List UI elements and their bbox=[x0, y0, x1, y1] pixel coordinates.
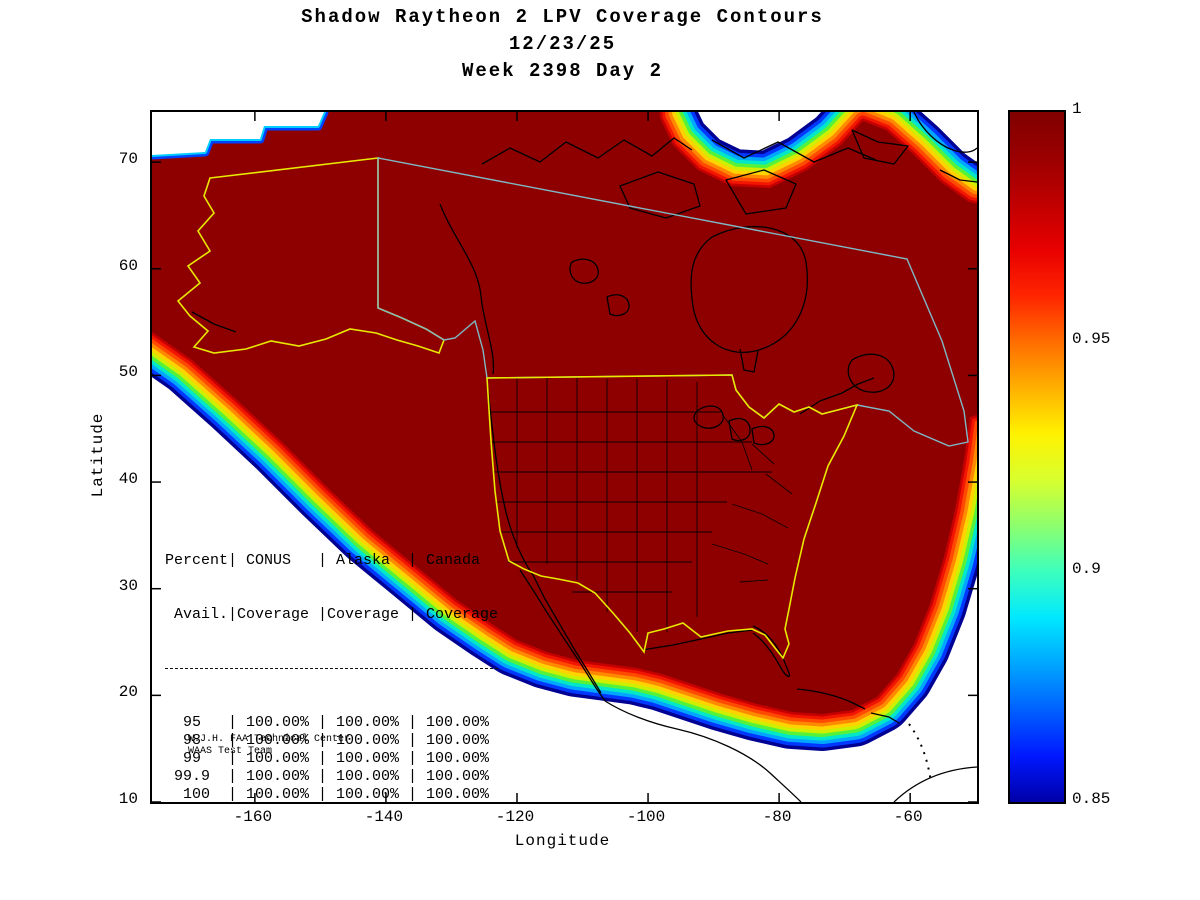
state-border bbox=[711, 543, 769, 565]
axis-tick-marks bbox=[152, 112, 977, 802]
coastline bbox=[191, 311, 237, 333]
coastline bbox=[641, 629, 754, 651]
title-line-3: Week 2398 Day 2 bbox=[461, 60, 664, 82]
coastline bbox=[619, 171, 701, 219]
y-tick-label: 50 bbox=[118, 363, 138, 382]
coastline bbox=[693, 405, 724, 429]
x-axis-label: Longitude bbox=[514, 832, 611, 850]
coverage-table-header-2: Avail.|Coverage |Coverage | Coverage bbox=[165, 606, 499, 623]
coastline bbox=[725, 169, 797, 215]
coverage-map-svg bbox=[152, 112, 977, 802]
island-chain-dotted bbox=[908, 723, 932, 784]
coverage-table-separator bbox=[165, 660, 499, 678]
coastline bbox=[752, 625, 791, 678]
coastline bbox=[851, 129, 909, 165]
colorbar-tick-label: 0.85 bbox=[1072, 790, 1111, 808]
coastline bbox=[796, 688, 866, 710]
coverage-table-row: 100 | 100.00% | 100.00% | 100.00% bbox=[165, 786, 490, 803]
coverage-table-header-1: Percent| CONUS | Alaska | Canada bbox=[165, 552, 481, 569]
y-tick-label: 30 bbox=[118, 576, 138, 595]
y-tick-label: 40 bbox=[118, 470, 138, 489]
coastline bbox=[847, 353, 895, 393]
coastline bbox=[728, 418, 751, 442]
coastline bbox=[799, 377, 875, 415]
x-tick-label: -60 bbox=[893, 808, 923, 826]
coastline bbox=[481, 137, 693, 165]
coastline bbox=[690, 225, 808, 354]
coastline bbox=[939, 169, 977, 183]
x-tick-label: -140 bbox=[364, 808, 404, 826]
state-border bbox=[765, 473, 793, 495]
y-tick-label: 70 bbox=[118, 150, 138, 169]
state-border bbox=[731, 503, 789, 529]
x-tick-label: -160 bbox=[233, 808, 273, 826]
state-border bbox=[721, 413, 753, 471]
conus-outline bbox=[486, 374, 859, 660]
coastline bbox=[606, 294, 630, 317]
colorbar-tick-label: 0.95 bbox=[1072, 330, 1111, 348]
coverage-table: Percent| CONUS | Alaska | Canada Avail.|… bbox=[165, 516, 499, 803]
coastline bbox=[439, 203, 495, 375]
coverage-table-row: 98 | 100.00% | 100.00% | 100.00% bbox=[165, 732, 490, 749]
coverage-interior-fill bbox=[152, 112, 977, 714]
coastline bbox=[604, 700, 802, 802]
state-borders bbox=[489, 378, 793, 632]
y-tick-label: 20 bbox=[118, 683, 138, 702]
uncovered-notch-topleft bbox=[152, 112, 329, 160]
coastline bbox=[739, 348, 759, 373]
x-tick-label: -120 bbox=[495, 808, 535, 826]
credit-line-2: WAAS Test Team bbox=[188, 746, 273, 757]
plot-area: Percent| CONUS | Alaska | Canada Avail.|… bbox=[150, 110, 979, 804]
state-border bbox=[751, 443, 775, 465]
title-line-1: Shadow Raytheon 2 LPV Coverage Contours bbox=[301, 6, 824, 28]
coastlines bbox=[191, 112, 977, 802]
coverage-table-rows: 95 | 100.00% | 100.00% | 100.00% 98 | 10… bbox=[165, 714, 498, 803]
colorbar bbox=[1008, 110, 1066, 804]
coastline bbox=[870, 712, 900, 724]
notch-fill bbox=[152, 112, 324, 155]
x-tick-label: -100 bbox=[626, 808, 666, 826]
coverage-table-row: 99 | 100.00% | 100.00% | 100.00% bbox=[165, 750, 490, 767]
coastline bbox=[893, 766, 977, 802]
coastline bbox=[486, 381, 534, 576]
credit-line-1: W.J.H. FAA Technical Center bbox=[188, 734, 351, 745]
state-border bbox=[739, 579, 769, 583]
x-tick-label: -80 bbox=[762, 808, 792, 826]
y-tick-label: 60 bbox=[118, 256, 138, 275]
colorbar-tick-label: 0.9 bbox=[1072, 560, 1101, 578]
coastline bbox=[751, 425, 775, 446]
coverage-table-row: 99.9 | 100.00% | 100.00% | 100.00% bbox=[165, 768, 490, 785]
coastline bbox=[569, 258, 599, 284]
figure-title: Shadow Raytheon 2 LPV Coverage Contours … bbox=[150, 4, 975, 85]
coastline bbox=[519, 569, 606, 702]
coastline bbox=[532, 574, 602, 694]
coastline bbox=[913, 112, 977, 153]
coverage-table-row: 95 | 100.00% | 100.00% | 100.00% bbox=[165, 714, 490, 731]
colorbar-tick-label: 1 bbox=[1072, 100, 1082, 118]
title-line-2: 12/23/25 bbox=[508, 33, 617, 55]
coastline bbox=[711, 139, 877, 163]
y-tick-label: 10 bbox=[118, 790, 138, 808]
credit-text: W.J.H. FAA Technical Center WAAS Test Te… bbox=[188, 734, 350, 758]
